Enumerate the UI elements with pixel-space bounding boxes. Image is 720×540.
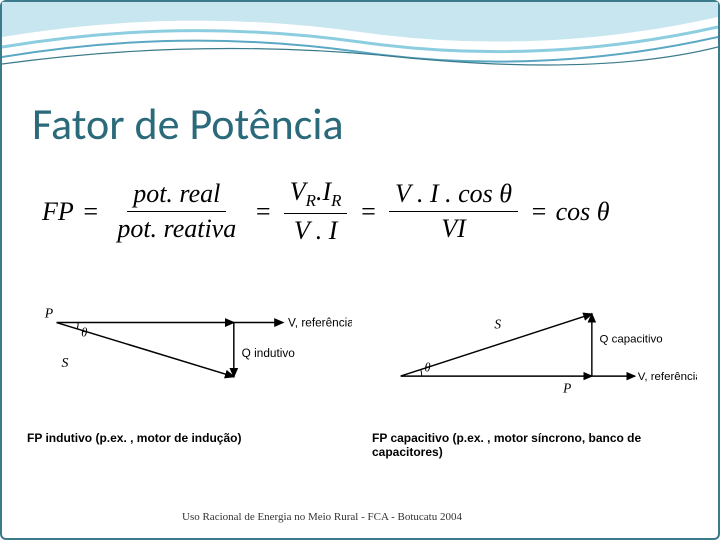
wave-decoration [2, 2, 718, 92]
label-P: P [44, 306, 54, 321]
fraction-3: V . I . cos θ VI [389, 179, 518, 244]
frac3-den: VI [435, 212, 472, 244]
slide-title: Fator de Potência [32, 97, 344, 151]
inductive-diagram: P V, referência Q indutivo S θ FP induti… [27, 292, 352, 462]
label-S: S [61, 355, 68, 370]
label-Qcap: Q capacitivo [600, 334, 663, 346]
footer-text: Uso Racional de Energia no Meio Rural - … [182, 511, 462, 523]
phasor-diagrams: P V, referência Q indutivo S θ FP induti… [27, 292, 697, 462]
frac3-num: V . I . cos θ [389, 179, 518, 212]
label-Q: Q indutivo [242, 346, 296, 360]
fraction-1: pot. real pot. reativa [111, 179, 242, 244]
label-P-r: P [562, 380, 571, 395]
label-V-r: V, referência [638, 371, 697, 383]
capacitive-diagram: S Q capacitivo V, referência P θ FP capa… [372, 292, 697, 462]
equals-4: = [530, 197, 548, 227]
label-theta-l: θ [81, 325, 87, 339]
inductive-svg: P V, referência Q indutivo S θ [27, 292, 352, 422]
equals-2: = [254, 197, 272, 227]
label-V: V, referência [288, 315, 352, 329]
inductive-caption: FP indutivo (p.ex. , motor de indução) [27, 431, 352, 445]
equals-1: = [82, 197, 100, 227]
frac2-den: V . I [288, 214, 344, 246]
slide-frame: Fator de Potência FP = pot. real pot. re… [0, 0, 720, 540]
capacitive-caption: FP capacitivo (p.ex. , motor síncrono, b… [372, 431, 697, 459]
equals-3: = [359, 197, 377, 227]
power-factor-formula: FP = pot. real pot. reativa = VR.IR V . … [42, 177, 610, 246]
frac1-den: pot. reativa [111, 212, 242, 244]
fraction-2: VR.IR V . I [284, 177, 348, 246]
frac2-num: VR.IR [284, 177, 348, 214]
frac1-num: pot. real [127, 179, 226, 212]
formula-rhs: cos θ [556, 197, 610, 227]
formula-lhs: FP [42, 197, 74, 227]
capacitive-svg: S Q capacitivo V, referência P θ [372, 292, 697, 422]
label-S-r: S [494, 316, 501, 331]
label-theta-r: θ [425, 360, 431, 374]
